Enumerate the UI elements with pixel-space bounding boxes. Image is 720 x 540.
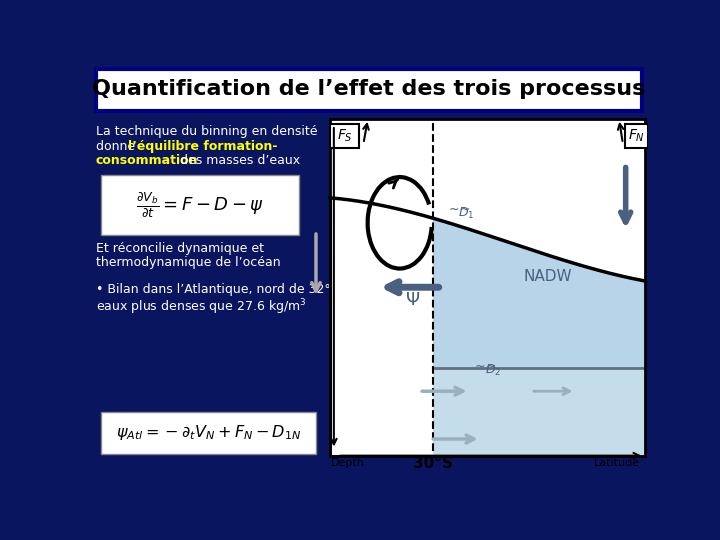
Text: donne: donne — [96, 140, 139, 153]
Text: NADW: NADW — [523, 269, 572, 285]
Bar — [624, 124, 648, 148]
Text: $\mathsf{\sim\!\!\sim}$: $\mathsf{\sim\!\!\sim}$ — [472, 359, 497, 372]
Text: La technique du binning en densité: La technique du binning en densité — [96, 125, 317, 138]
Text: $\mathsf{\sim\!\!\sim}$: $\mathsf{\sim\!\!\sim}$ — [446, 202, 471, 215]
Text: $D_1$: $D_1$ — [459, 206, 474, 221]
Text: thermodynamique de l’océan: thermodynamique de l’océan — [96, 256, 280, 269]
Bar — [433, 368, 645, 456]
Text: $F_S$: $F_S$ — [336, 127, 352, 144]
Text: eaux plus denses que 27.6 kg/m$^3$: eaux plus denses que 27.6 kg/m$^3$ — [96, 298, 306, 317]
Bar — [433, 119, 645, 456]
Bar — [96, 69, 642, 111]
Bar — [101, 175, 300, 235]
Polygon shape — [330, 119, 645, 281]
Text: des masses d’eaux: des masses d’eaux — [176, 154, 301, 167]
Text: Et réconcilie dynamique et: Et réconcilie dynamique et — [96, 241, 264, 254]
Text: l’équilibre formation-: l’équilibre formation- — [128, 140, 277, 153]
Text: Latitude: Latitude — [593, 458, 639, 468]
Text: $\frac{\partial V_b}{\partial t} = F - D - \psi$: $\frac{\partial V_b}{\partial t} = F - D… — [136, 190, 264, 220]
Text: AABW: AABW — [354, 393, 396, 407]
Text: $D_2$: $D_2$ — [485, 363, 501, 378]
Bar — [330, 119, 645, 456]
Text: 30°S: 30°S — [413, 456, 453, 471]
Text: • Bilan dans l’Atlantique, nord de 32°S: • Bilan dans l’Atlantique, nord de 32°S — [96, 283, 338, 296]
Bar — [101, 412, 316, 454]
Bar — [330, 124, 359, 148]
Text: Depth: Depth — [331, 458, 365, 468]
Text: $F_N$: $F_N$ — [628, 127, 645, 144]
Text: Quantification de l’effet des trois processus: Quantification de l’effet des trois proc… — [92, 78, 646, 98]
Bar — [330, 119, 645, 456]
Text: $\Psi$: $\Psi$ — [405, 291, 420, 309]
Text: consommation: consommation — [96, 154, 198, 167]
Text: $\psi_{Atl} = -\partial_t V_N + F_N - D_{1N}$: $\psi_{Atl} = -\partial_t V_N + F_N - D_… — [116, 423, 302, 442]
